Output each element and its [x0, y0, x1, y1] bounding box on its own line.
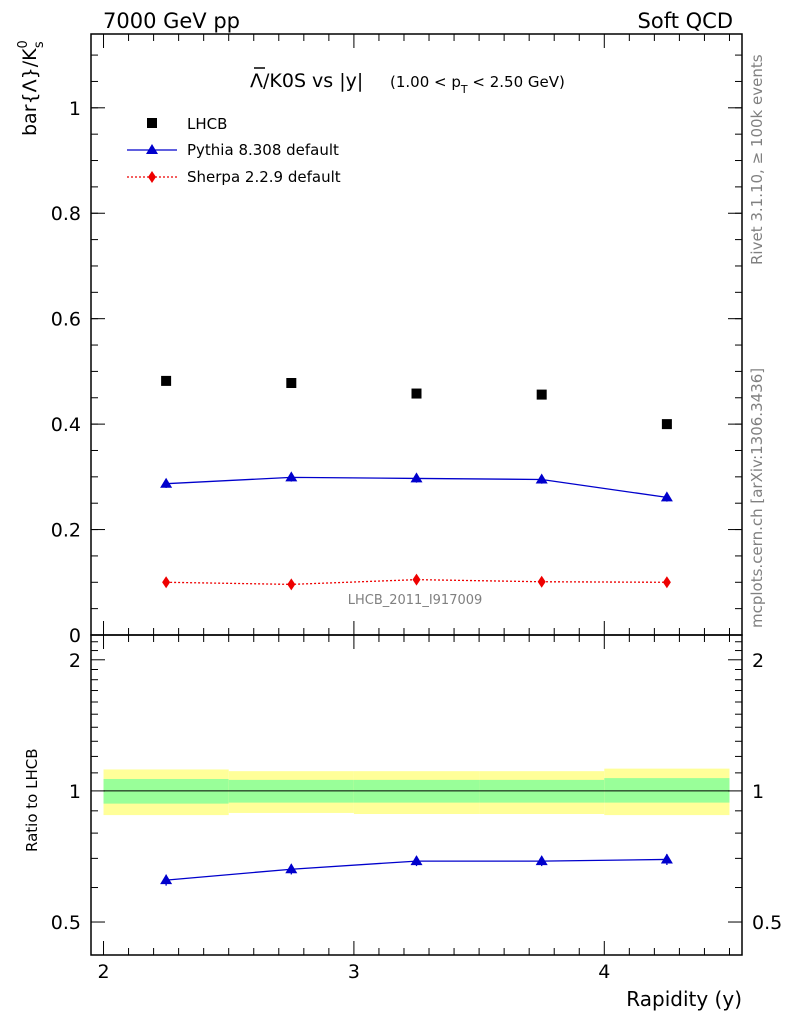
- x-axis-label: Rapidity (y): [626, 987, 742, 1011]
- pythia-ratio-point: [660, 853, 673, 864]
- y-tick-label: 0.4: [51, 414, 81, 436]
- y-tick-label: 0.6: [51, 309, 81, 331]
- pythia-point: [160, 477, 173, 488]
- legend-label-pythia: Pythia 8.308 default: [187, 141, 339, 159]
- ratio-y-tick-label-right: 0.5: [752, 912, 782, 934]
- title-cut-sub: T: [460, 83, 468, 96]
- lhcb-point: [161, 375, 172, 386]
- energy-label: 7000 GeV pp: [103, 9, 240, 33]
- y-tick-label: 0.8: [51, 203, 81, 225]
- ratio-uncertainty-bands: [103, 768, 730, 816]
- sherpa-point: [412, 573, 421, 586]
- title-cut: (1.00 < pT < 2.50 GeV): [390, 73, 565, 96]
- ratio-panel: 2 3 4 0.5 0.5 1 1 2 2: [51, 635, 782, 983]
- pythia-ratio-point: [285, 863, 298, 874]
- legend-triangle-marker: [146, 144, 158, 154]
- ratio-y-tick-label: 2: [69, 650, 81, 672]
- pythia-point: [660, 491, 673, 502]
- y-axis-label-sub: s: [32, 41, 47, 48]
- title-main: Λ/K0S vs |y|: [250, 70, 363, 92]
- pythia-ratio-point: [535, 855, 548, 866]
- mcplots-label: mcplots.cern.ch [arXiv:1306.3436]: [748, 368, 766, 628]
- ratio-y-tick-label-right: 2: [752, 650, 764, 672]
- legend-square-marker: [147, 118, 157, 128]
- ratio-inner-band: [604, 778, 730, 803]
- legend-entry-pythia: Pythia 8.308 default: [127, 141, 339, 159]
- y-axis-label-sup: 0: [16, 40, 31, 48]
- title-cut-tail: < 2.50 GeV): [468, 73, 565, 91]
- lhcb-point: [661, 419, 672, 430]
- y-tick-label: 0: [69, 625, 81, 647]
- lhcb-point: [536, 389, 547, 400]
- y-axis-label-text: bar{Λ}/K: [19, 48, 41, 136]
- y-tick-label: 0.2: [51, 520, 81, 542]
- chart-marks: [160, 375, 673, 886]
- sherpa-line: [166, 578, 667, 586]
- legend-entry-lhcb: LHCB: [147, 115, 227, 133]
- sherpa-point: [537, 575, 546, 588]
- sherpa-point: [162, 576, 171, 589]
- legend-entry-sherpa: Sherpa 2.2.9 default: [127, 168, 341, 186]
- ratio-y-axis-label: Ratio to LHCB: [23, 748, 41, 852]
- pythia-ratio-point: [160, 874, 173, 885]
- y-axis-label: bar{Λ}/K0s: [16, 40, 47, 136]
- sherpa-point: [287, 578, 296, 591]
- category-label: Soft QCD: [638, 9, 733, 33]
- sherpa-point: [662, 576, 671, 589]
- plot-title: Λ/K0S vs |y| (1.00 < pT < 2.50 GeV): [250, 67, 565, 96]
- y-tick-label: 1: [69, 98, 81, 120]
- pythia-point: [285, 471, 298, 482]
- legend-label-sherpa: Sherpa 2.2.9 default: [187, 168, 341, 186]
- x-tick-label: 4: [598, 961, 610, 983]
- pythia-point: [410, 472, 423, 483]
- title-cut-start: (1.00 < p: [390, 73, 461, 91]
- ratio-y-tick-label-right: 1: [752, 781, 764, 803]
- ratio-y-tick-label: 1: [69, 781, 81, 803]
- lhcb-point: [411, 388, 422, 399]
- ratio-y-tick-label: 0.5: [51, 912, 81, 934]
- rivet-label: Rivet 3.1.10, ≥ 100k events: [748, 54, 766, 265]
- ratio-frame: [90, 634, 743, 956]
- x-tick-label: 3: [348, 961, 360, 983]
- legend: LHCB Pythia 8.308 default Sherpa 2.2.9 d…: [127, 115, 341, 186]
- x-tick-label: 2: [97, 961, 109, 983]
- lhcb-point: [286, 378, 297, 389]
- analysis-watermark: LHCB_2011_I917009: [348, 593, 483, 608]
- pythia-ratio-point: [410, 855, 423, 866]
- legend-diamond-marker: [148, 171, 156, 183]
- pythia-point: [535, 473, 548, 484]
- legend-label-lhcb: LHCB: [187, 115, 227, 133]
